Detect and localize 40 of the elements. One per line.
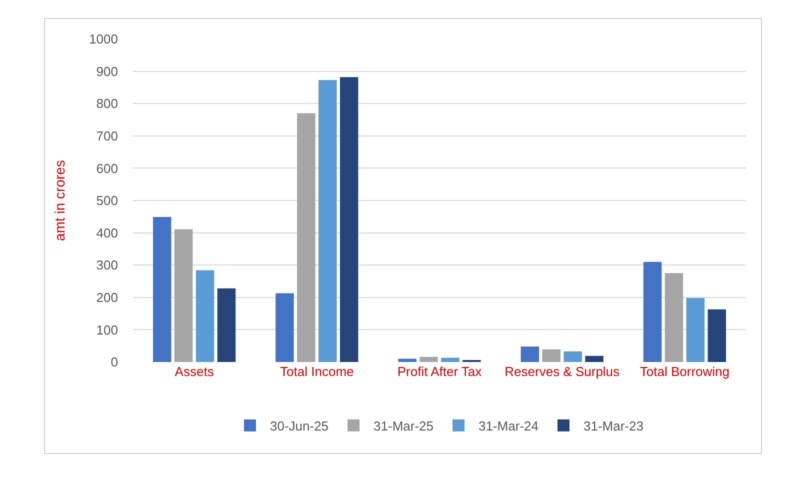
legend-label: 31-Mar-24 <box>478 418 538 434</box>
bar <box>276 293 294 362</box>
bar <box>340 77 358 362</box>
y-tick-label: 1000 <box>89 32 118 47</box>
bar <box>196 270 214 362</box>
y-tick-label: 700 <box>96 128 118 144</box>
y-tick-label: 0 <box>110 354 118 370</box>
y-tick-label: 100 <box>96 322 118 338</box>
bar <box>686 298 705 362</box>
y-axis-title: amt in crores <box>52 160 68 241</box>
bar <box>585 356 604 362</box>
legend-label: 31-Mar-25 <box>374 418 434 434</box>
legend-label: 30-Jun-25 <box>270 418 329 434</box>
bar <box>398 358 416 362</box>
bar <box>643 262 662 362</box>
bar <box>318 80 337 362</box>
bar <box>441 358 460 362</box>
y-tick-label: 800 <box>96 96 118 112</box>
bar <box>297 113 316 362</box>
legend-label: 31-Mar-23 <box>583 418 644 434</box>
y-tick-label: 500 <box>96 193 118 208</box>
y-tick-label: 300 <box>96 258 118 273</box>
bar <box>420 356 438 362</box>
bar <box>217 288 236 362</box>
y-tick-label: 200 <box>96 290 118 305</box>
bar <box>708 309 726 362</box>
x-tick-label: Total Income <box>280 364 354 379</box>
bar <box>564 351 582 362</box>
x-tick-label: Reserves & Surplus <box>504 364 620 379</box>
bar <box>542 349 560 362</box>
x-tick-label: Profit After Tax <box>397 364 482 379</box>
bar <box>174 229 193 362</box>
bar <box>664 273 684 362</box>
y-tick-label: 600 <box>96 160 118 176</box>
x-tick-label: Assets <box>174 364 214 379</box>
x-tick-label: Total Borrowing <box>640 364 730 379</box>
y-tick-label: 900 <box>96 64 118 79</box>
bar <box>520 346 540 362</box>
bar <box>153 216 172 362</box>
y-tick-label: 400 <box>96 225 118 240</box>
